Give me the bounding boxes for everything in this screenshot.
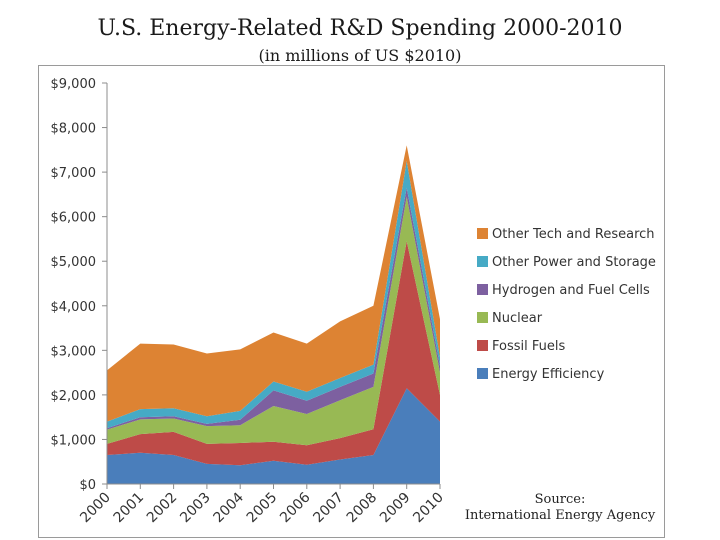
y-tick-labels: $0 $1,000 $2,000 $3,000 $4,000 $5,000 $6,000 $7…	[51, 77, 97, 493]
area-other-tech-and-research	[107, 145, 440, 422]
x-tick-label: 2005	[244, 490, 281, 527]
legend-label-nuclear: Nuclear	[492, 311, 543, 326]
x-tick-label: 2006	[277, 489, 314, 526]
legend-swatch-fossil-fuels	[477, 340, 488, 351]
area-fossil-fuels	[107, 241, 440, 466]
chart-title: U.S. Energy-Related R&D Spending 2000-20…	[97, 16, 623, 41]
x-tick-label: 2002	[144, 490, 181, 527]
legend-label-other-tech-and-research: Other Tech and Research	[492, 227, 655, 242]
x-tick-label: 2008	[344, 490, 381, 527]
y-tick-label: $5,000	[51, 255, 97, 270]
y-tick-label: $8,000	[51, 122, 97, 137]
legend: Other Tech and Research Other Power and S…	[477, 227, 656, 382]
chart-subtitle: (in millions of US $2010)	[258, 46, 462, 65]
x-tick-label: 2003	[177, 490, 214, 527]
x-tick-label: 2004	[211, 489, 248, 526]
y-tick-label: $9,000	[51, 77, 97, 92]
area-layers	[107, 145, 440, 484]
x-tick-label: 2009	[377, 490, 414, 527]
y-tick-label: $4,000	[51, 300, 97, 315]
x-tick-label: 2010	[410, 490, 447, 527]
legend-swatch-hydrogen-and-fuel-cells	[477, 284, 488, 295]
axes	[102, 82, 441, 489]
legend-swatch-other-tech-and-research	[477, 228, 488, 239]
area-energy-efficiency	[107, 388, 440, 484]
x-tick-label: 2000	[77, 490, 114, 527]
x-tick-label: 2001	[111, 490, 148, 527]
legend-label-fossil-fuels: Fossil Fuels	[492, 339, 565, 354]
y-tick-label: $1,000	[51, 433, 97, 448]
x-tick-labels: 2000200120022003200420052006200720082009…	[77, 489, 447, 526]
legend-label-other-power-and-storage: Other Power and Storage	[492, 255, 656, 270]
source-note: Source: International Energy Agency	[462, 492, 658, 524]
legend-label-hydrogen-and-fuel-cells: Hydrogen and Fuel Cells	[492, 283, 650, 298]
y-tick-label: $2,000	[51, 389, 97, 404]
y-tick-label: $3,000	[51, 344, 97, 359]
source-name: International Energy Agency	[464, 508, 656, 523]
y-tick-label: $7,000	[51, 166, 97, 181]
source-label: Source:	[534, 492, 586, 507]
area-nuclear	[107, 196, 440, 446]
legend-label-energy-efficiency: Energy Efficiency	[492, 367, 605, 382]
y-tick-label: $6,000	[51, 211, 97, 226]
legend-swatch-energy-efficiency	[477, 368, 488, 379]
legend-swatch-nuclear	[477, 312, 488, 323]
legend-swatch-other-power-and-storage	[477, 256, 488, 267]
x-tick-label: 2007	[310, 490, 347, 527]
y-tick-label: $0	[79, 478, 96, 493]
